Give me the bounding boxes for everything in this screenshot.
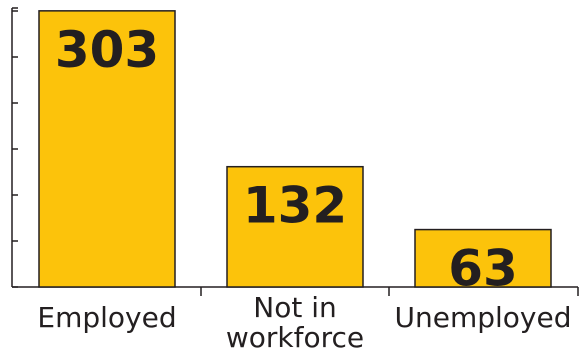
bar-employed	[38, 10, 176, 288]
bar-unemployed	[414, 228, 552, 288]
category-label: Employed	[37, 301, 176, 334]
bar-not-in-workforce	[226, 165, 364, 288]
chart-labels: 303 132 63 Employed Not in workforce Unemploye…	[37, 21, 571, 353]
data-label: 303	[55, 21, 159, 79]
data-label: 63	[448, 240, 518, 298]
category-label: Not in workforce	[226, 291, 364, 353]
data-label: 132	[243, 177, 347, 235]
chart-bars	[38, 10, 552, 288]
category-label: Unemployed	[395, 301, 572, 334]
